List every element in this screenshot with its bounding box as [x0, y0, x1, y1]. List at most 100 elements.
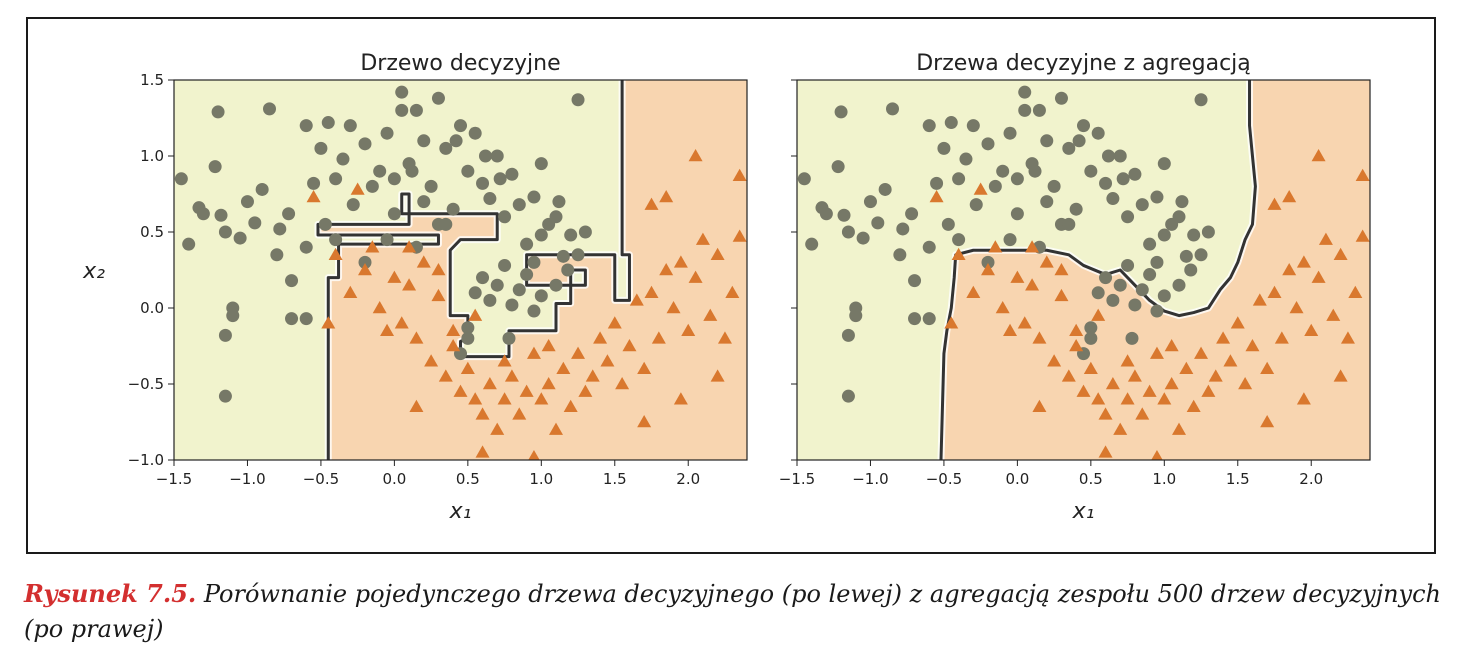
- class0-point: [527, 255, 541, 269]
- class0-point: [871, 216, 885, 230]
- figure-canvas: −1.5 −1.0 −0.5 0.0 0.5 1.0 1.5 2.0−1.0−0.50.00.…: [82, 51, 1371, 524]
- class1-point: [1032, 399, 1047, 413]
- class0-point: [908, 274, 922, 288]
- class1-point: [666, 301, 681, 314]
- class0-point: [1084, 164, 1098, 178]
- class1-point: [995, 301, 1010, 314]
- class1-point: [497, 392, 512, 405]
- class1-point: [534, 392, 549, 405]
- class1-point: [1025, 240, 1040, 253]
- class0-point: [299, 119, 313, 133]
- class0-point: [952, 233, 966, 247]
- class0-point: [1135, 283, 1149, 297]
- class0-point: [886, 102, 899, 116]
- class1-point: [1230, 316, 1245, 329]
- class1-point: [446, 339, 461, 352]
- figure-frame: −1.5 −1.0 −0.5 0.0 0.5 1.0 1.5 2.0 −1.0 −0.5 0.0 0.…: [26, 17, 1436, 554]
- class1-point: [1076, 384, 1091, 397]
- class0-point: [505, 298, 519, 312]
- class0-point: [1194, 248, 1208, 262]
- class0-point: [1157, 289, 1171, 303]
- class0-point: [1091, 126, 1105, 140]
- class1-point: [659, 190, 674, 203]
- class1-point: [732, 168, 747, 182]
- class0-point: [797, 172, 811, 186]
- class0-point: [461, 331, 475, 345]
- class1-point: [1151, 449, 1163, 460]
- class0-point: [248, 216, 262, 230]
- class0-point: [1179, 249, 1193, 263]
- x-tick-label: 2.0: [676, 470, 700, 488]
- class0-point: [959, 152, 973, 166]
- class0-point: [395, 103, 409, 117]
- class1-point: [1296, 255, 1311, 268]
- class0-point: [1187, 228, 1201, 242]
- class0-point: [561, 263, 575, 277]
- class0-point: [476, 176, 490, 190]
- class0-point: [944, 116, 958, 130]
- class0-point: [1157, 157, 1171, 171]
- class1-point: [468, 392, 483, 405]
- class0-point: [461, 321, 475, 335]
- class0-point: [805, 237, 819, 251]
- class1-point: [1348, 285, 1363, 299]
- class0-point: [1143, 237, 1157, 251]
- x-tick-label: −1.0: [852, 470, 888, 488]
- class1-point: [490, 422, 505, 435]
- class1-point: [1091, 308, 1106, 321]
- class0-point: [439, 217, 453, 231]
- class1-point: [1267, 197, 1282, 210]
- class0-point: [273, 222, 287, 236]
- x-tick-label: 0.0: [1005, 470, 1029, 488]
- axes-frame: [173, 79, 748, 461]
- class1-point: [1179, 361, 1194, 375]
- class1-point: [549, 422, 563, 435]
- class0-point: [1018, 103, 1032, 117]
- class0-point: [1040, 134, 1054, 148]
- class0-point: [1125, 331, 1139, 345]
- y-tick-label: −1.0: [128, 451, 164, 469]
- class0-point: [449, 134, 463, 148]
- class0-point: [922, 240, 936, 254]
- class1-point: [1083, 361, 1098, 375]
- class0-point: [439, 141, 453, 155]
- class0-point: [214, 208, 228, 222]
- class0-point: [896, 222, 910, 236]
- class1-point: [402, 240, 417, 253]
- class0-point: [1032, 103, 1046, 117]
- class0-point: [255, 182, 269, 196]
- class0-point: [299, 240, 313, 254]
- class0-point: [218, 225, 232, 239]
- class1-point: [1017, 316, 1032, 329]
- class0-point: [1172, 210, 1186, 224]
- class1-point: [1135, 407, 1150, 420]
- class0-point: [1201, 225, 1215, 239]
- class0-point: [490, 278, 504, 292]
- x-tick-label: 2.0: [1299, 470, 1323, 488]
- class0-point: [1184, 263, 1198, 277]
- class1-point: [380, 323, 395, 337]
- class1-point: [973, 182, 988, 195]
- class0-point: [226, 301, 240, 315]
- class1-point: [988, 240, 1003, 253]
- class0-point: [1077, 119, 1090, 133]
- class0-point: [952, 172, 966, 186]
- class0-point: [849, 301, 863, 315]
- class0-point: [208, 160, 222, 174]
- class0-point: [780, 314, 793, 327]
- class0-point: [578, 225, 592, 239]
- class0-point: [174, 172, 188, 186]
- class0-point: [498, 258, 512, 272]
- class0-point: [285, 312, 299, 326]
- x-tick-label: 0.0: [382, 470, 406, 488]
- class0-point: [468, 126, 482, 140]
- class1-point: [1333, 247, 1348, 261]
- class0-point: [534, 289, 548, 303]
- class1-point: [504, 369, 519, 382]
- class1-point: [497, 354, 512, 367]
- class1-point: [438, 369, 453, 382]
- class0-point: [409, 103, 423, 117]
- class1-point: [1142, 384, 1157, 397]
- class0-point: [996, 164, 1010, 178]
- class0-point: [395, 85, 409, 99]
